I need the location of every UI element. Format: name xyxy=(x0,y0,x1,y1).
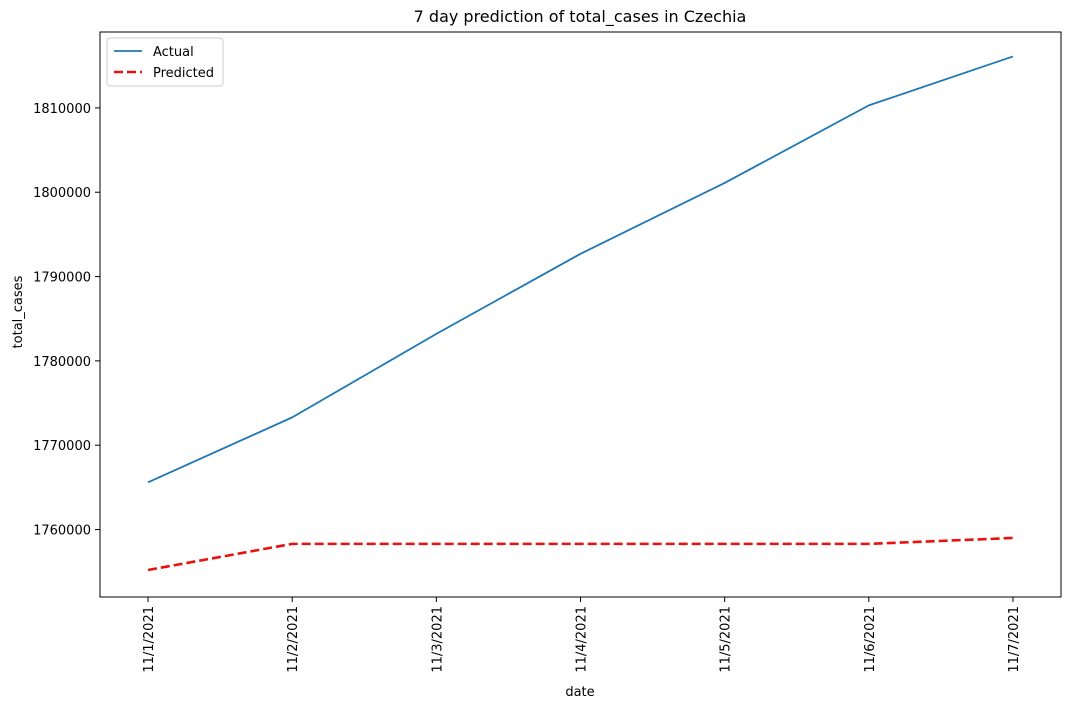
series-line-predicted xyxy=(147,536,1014,572)
y-tick-label: 1770000 xyxy=(33,439,91,454)
y-tick-label: 1810000 xyxy=(33,102,91,117)
plot-frame xyxy=(99,31,1062,598)
x-axis-label: date xyxy=(565,685,594,700)
x-tick-label: 11/7/2021 xyxy=(1007,606,1022,673)
x-tick-label: 11/6/2021 xyxy=(863,606,878,673)
y-axis-label: total_cases xyxy=(11,275,26,348)
legend-label-actual: Actual xyxy=(153,45,194,60)
chart-title: 7 day prediction of total_cases in Czech… xyxy=(414,7,747,27)
y-tick-label: 1760000 xyxy=(33,524,91,539)
y-tick-label: 1800000 xyxy=(33,186,91,201)
legend-label-predicted: Predicted xyxy=(153,66,214,81)
legend-box xyxy=(106,37,224,87)
y-tick-label: 1780000 xyxy=(33,355,91,370)
y-tick-label: 1790000 xyxy=(33,271,91,286)
x-tick-label: 11/3/2021 xyxy=(430,606,445,673)
plot-area: 1760000 1770000 1780000 1790000 1800000 18100… xyxy=(33,31,1062,673)
x-tick-label: 11/2/2021 xyxy=(286,606,301,673)
series-line-actual xyxy=(147,55,1014,484)
x-tick-label: 11/4/2021 xyxy=(575,606,590,673)
legend: Actual Predicted xyxy=(106,37,224,87)
x-tick-label: 11/1/2021 xyxy=(142,606,157,673)
x-tick-label: 11/5/2021 xyxy=(719,606,734,673)
